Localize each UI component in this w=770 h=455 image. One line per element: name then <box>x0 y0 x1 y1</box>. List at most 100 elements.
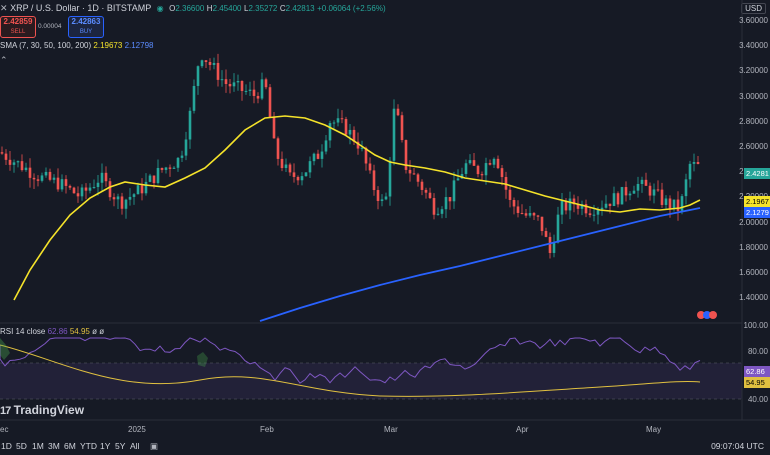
candle-body <box>384 196 388 200</box>
candle-body <box>68 185 72 188</box>
candle-body <box>432 198 436 215</box>
candle-body <box>192 85 196 111</box>
sell-button[interactable]: 2.42859 SELL <box>0 16 36 38</box>
candle-body <box>620 187 624 205</box>
candle-body <box>668 198 672 209</box>
candle-body <box>504 177 508 190</box>
candle-body <box>168 167 172 169</box>
events-flag-icon[interactable] <box>697 310 719 320</box>
candle-body <box>60 179 64 190</box>
candle-body <box>132 194 136 197</box>
high-value: 2.45400 <box>212 4 242 13</box>
timeframe-5y[interactable]: 5Y <box>115 441 126 451</box>
symbol-title[interactable]: XRP / U.S. Dollar · 1D · BITSTAMP <box>10 3 152 13</box>
candle-body <box>376 190 380 201</box>
candle-body <box>120 196 124 209</box>
candle-body <box>332 122 336 124</box>
timeframe-all[interactable]: All <box>130 441 140 451</box>
date-range-calendar-icon[interactable]: ▣ <box>150 441 159 451</box>
price-tick-label: 2.60000 <box>739 142 768 151</box>
candle-body <box>456 178 460 181</box>
candle-body <box>536 215 540 217</box>
candle-body <box>152 175 156 184</box>
sma-blue-badge: 2.1279 <box>744 207 770 218</box>
price-tick-label: 3.00000 <box>739 91 768 101</box>
sma-yellow-line <box>13 115 701 301</box>
candle-body <box>628 193 632 196</box>
clock[interactable]: 09:07:04 UTC <box>711 441 764 451</box>
candle-body <box>0 152 4 154</box>
candle-body <box>200 60 204 67</box>
candle-body <box>24 167 28 171</box>
candle-body <box>636 183 640 191</box>
candle-body <box>532 213 536 216</box>
candle-body <box>644 179 648 186</box>
candle-body <box>52 177 56 180</box>
sma-yellow-badge: 2.1967 <box>744 196 770 207</box>
collapse-chevron-icon[interactable]: ⌃ <box>0 55 8 65</box>
timeframe-5d[interactable]: 5D <box>16 441 27 451</box>
candle-body <box>540 216 544 232</box>
candle-body <box>280 158 284 168</box>
candle-body <box>420 181 424 190</box>
candle-body <box>608 203 612 207</box>
candle-body <box>172 167 176 169</box>
rsi-label: RSI 14 close <box>0 327 46 336</box>
rsi-legend[interactable]: RSI 14 close 62.86 54.95 ø ø <box>0 327 104 336</box>
candle-body <box>472 160 476 166</box>
date-label-dec: ec <box>0 425 9 434</box>
candle-body <box>564 200 568 211</box>
open-value: 2.36600 <box>175 4 205 13</box>
candle-body <box>72 187 76 194</box>
timeframe-1d[interactable]: 1D <box>1 441 12 451</box>
candle-body <box>104 172 108 182</box>
candle-body <box>180 155 184 158</box>
timeframe-6m[interactable]: 6M <box>64 441 76 451</box>
sma-legend[interactable]: SMA (7, 30, 50, 100, 200) 2.19673 2.1279… <box>0 41 153 50</box>
candle-body <box>412 173 416 175</box>
candle-body <box>640 179 644 184</box>
candle-body <box>604 203 608 208</box>
candle-body <box>416 174 420 182</box>
date-label-apr: Apr <box>516 425 529 434</box>
candle-body <box>580 204 584 209</box>
rsi-overbought-fill <box>0 338 10 360</box>
timeframe-1m[interactable]: 1M <box>32 441 44 451</box>
candle-body <box>344 119 348 135</box>
candle-body <box>404 140 408 170</box>
candle-body <box>544 231 548 237</box>
candle-body <box>300 176 304 181</box>
candle-body <box>348 129 352 135</box>
candle-body <box>36 179 40 181</box>
candle-body <box>696 162 700 164</box>
candle-body <box>688 163 692 180</box>
candle-body <box>316 153 320 159</box>
timeframe-1y[interactable]: 1Y <box>100 441 111 451</box>
candle-body <box>560 200 564 215</box>
candle-body <box>228 84 232 87</box>
candle-body <box>196 66 200 86</box>
candle-body <box>436 213 440 215</box>
candle-body <box>596 209 600 215</box>
candle-body <box>8 159 12 165</box>
timeframe-ytd[interactable]: YTD <box>80 441 97 451</box>
candle-body <box>364 147 368 164</box>
candle-body <box>496 158 500 169</box>
sell-price: 2.42859 <box>3 17 33 26</box>
candle-body <box>292 172 296 177</box>
rsi-line <box>0 337 701 384</box>
timeframe-3m[interactable]: 3M <box>48 441 60 451</box>
candle-body <box>424 189 428 193</box>
candle-body <box>32 177 36 180</box>
candle-body <box>224 79 228 85</box>
candle-body <box>588 213 592 216</box>
candle-body <box>660 189 664 205</box>
buy-button[interactable]: 2.42863 BUY <box>68 16 104 38</box>
candle-body <box>236 81 240 83</box>
open-label: O <box>169 4 176 13</box>
candle-body <box>652 189 656 196</box>
candle-body <box>448 197 452 202</box>
close-icon[interactable]: ✕ <box>0 3 8 13</box>
candle-body <box>400 115 404 141</box>
